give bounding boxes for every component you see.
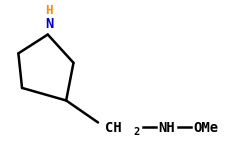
Text: H: H (45, 4, 53, 17)
Text: N: N (45, 16, 53, 31)
Text: CH: CH (105, 121, 122, 135)
Text: 2: 2 (134, 127, 140, 137)
Text: OMe: OMe (194, 121, 219, 135)
Text: NH: NH (158, 121, 175, 135)
